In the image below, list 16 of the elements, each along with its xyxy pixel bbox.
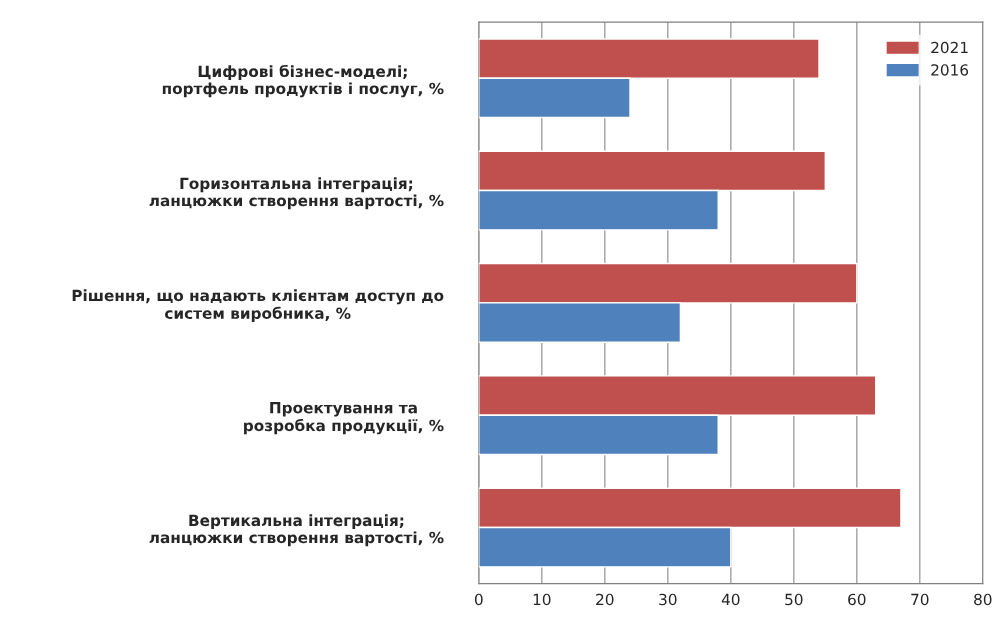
x-tick-label: 40 xyxy=(721,593,740,606)
y-tick-label: Горизонтальна інтеграція; ланцюжки створення вартості, % xyxy=(149,177,444,210)
legend-label: 2016 xyxy=(931,64,969,76)
x-tick-label: 80 xyxy=(974,593,992,606)
x-tick-label: 70 xyxy=(911,593,929,606)
x-tick-label: 20 xyxy=(596,593,614,606)
y-tick-label: Вертикальна інтеграція; ланцюжки створення вартості, % xyxy=(149,514,444,547)
x-tick-label: 0 xyxy=(474,593,483,606)
x-tick-label: 50 xyxy=(785,593,803,606)
x-tick-label: 30 xyxy=(659,593,677,606)
y-tick-label: Рішення, що надають клієнтам доступ до систем виробника, % xyxy=(72,289,444,322)
y-tick-label: Проектування та розробка продукції, % xyxy=(244,402,444,435)
x-tick-label: 10 xyxy=(533,593,551,606)
x-tick-label: 60 xyxy=(848,593,866,606)
legend-label: 2021 xyxy=(931,41,968,54)
y-tick-label: Цифрові бізнес-моделі; портфель продуктів і послуг, % xyxy=(162,64,444,98)
